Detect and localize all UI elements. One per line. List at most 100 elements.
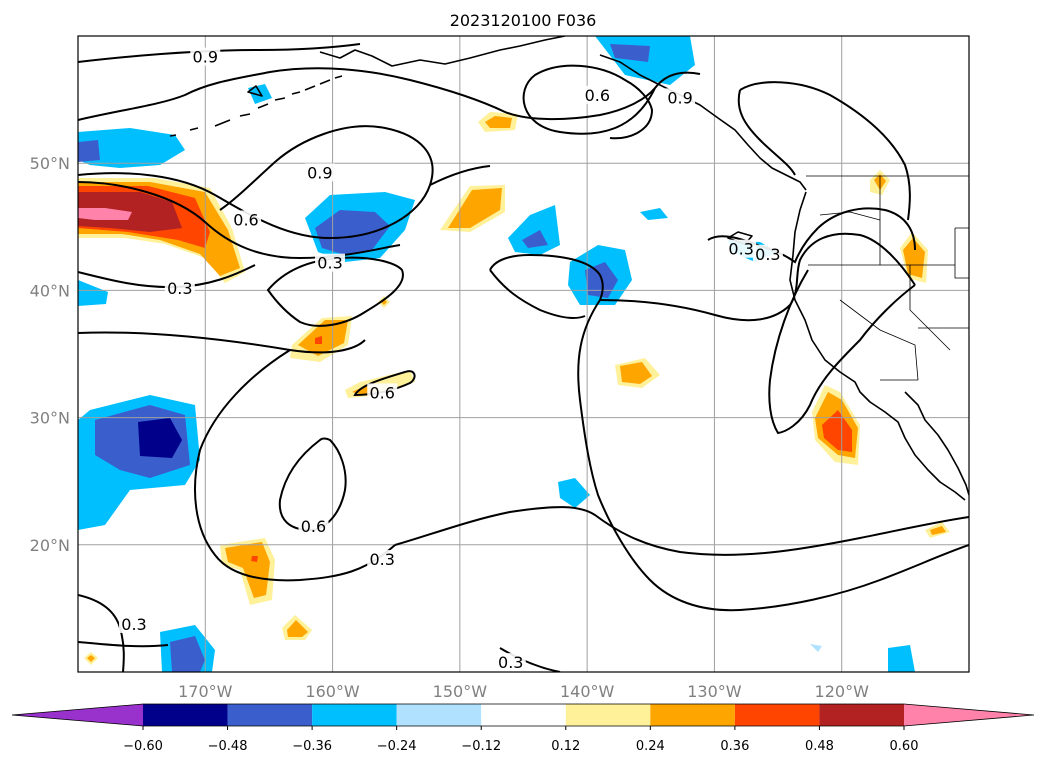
contour-line <box>278 437 347 532</box>
map-gridlines <box>78 36 969 672</box>
border-line <box>954 227 969 279</box>
anomaly-area <box>87 655 95 662</box>
contour-label: 0.9 <box>665 88 696 107</box>
contour-label: 0.9 <box>190 47 221 67</box>
anomaly-area <box>78 140 100 162</box>
contour-line <box>577 299 969 612</box>
lon-tick-label: 160°W <box>305 682 360 701</box>
anomaly-area <box>610 44 650 62</box>
anomaly-area <box>287 620 308 637</box>
colorbar-extend-min <box>12 704 143 726</box>
border-line <box>819 211 881 221</box>
contour-label: 0.3 <box>164 279 195 298</box>
colorbar-segment <box>481 704 566 726</box>
anomaly-area <box>78 280 108 306</box>
colorbar-segment <box>143 704 228 726</box>
contour-lines <box>78 43 969 672</box>
contour-label-text: 0.9 <box>193 48 218 67</box>
lon-tick-label: 140°W <box>560 682 615 701</box>
contour-line <box>78 67 701 121</box>
contour-line <box>522 64 656 140</box>
contour-label: 0.3 <box>495 653 526 672</box>
contour-label: 0.6 <box>231 210 262 229</box>
contour-line <box>489 253 604 301</box>
colorbar-tick-label: 0.60 <box>890 739 919 754</box>
island-shape <box>247 85 263 97</box>
west-coast <box>789 191 966 501</box>
anomaly-area <box>903 238 925 278</box>
lat-tick-label: 30°N <box>30 409 70 428</box>
anomaly-area <box>78 128 185 168</box>
contour-label: 0.3 <box>119 614 150 634</box>
anomaly-area <box>888 645 915 672</box>
contour-label-text: 0.3 <box>498 653 523 672</box>
contour-label-text: 0.3 <box>728 240 753 259</box>
lon-tick-label: 120°W <box>815 682 870 701</box>
aleutian-islands <box>169 75 343 137</box>
contour-label-text: 0.3 <box>369 550 394 569</box>
anomaly-area <box>170 636 205 672</box>
anomaly-area <box>315 336 322 344</box>
anomaly-shading <box>78 36 950 672</box>
lon-tick-label: 130°W <box>687 682 742 701</box>
colorbar-tick-label: −0.12 <box>461 739 501 754</box>
contour-label-text: 0.3 <box>167 279 192 298</box>
contour-line <box>78 594 125 672</box>
colorbar-segment <box>734 704 820 726</box>
colorbar-segment <box>650 704 735 726</box>
anomaly-area <box>822 410 852 452</box>
colorbar-segment <box>565 704 651 726</box>
contour-label: 0.3 <box>367 550 398 569</box>
colorbar-tick-label: 0.24 <box>636 739 665 754</box>
anomaly-area <box>315 210 390 255</box>
anomaly-area <box>508 205 560 255</box>
contour-line <box>499 647 561 672</box>
lat-tick-label: 50°N <box>30 154 70 173</box>
contour-line <box>489 269 586 319</box>
contour-label: 0.3 <box>315 254 346 273</box>
contour-line <box>737 89 796 176</box>
colorbar-tick-label: 0.36 <box>720 739 749 754</box>
colorbar-segment <box>227 704 313 726</box>
lon-tick-label: 150°W <box>433 682 488 701</box>
contour-label: 0.9 <box>304 163 335 182</box>
colorbar: −0.60 −0.48 −0.36 −0.24 −0.12 0.12 0.24 0.36 0.4… <box>11 703 1035 754</box>
colorbar-tick-label: −0.48 <box>208 739 248 754</box>
anomaly-area <box>138 418 182 458</box>
contour-label-text: 0.3 <box>121 615 146 634</box>
map-frame <box>77 35 970 673</box>
colorbar-segment <box>819 704 904 726</box>
contour-label: 0.3 <box>752 244 783 264</box>
colorbar-segment <box>396 704 482 726</box>
anomaly-area <box>485 116 512 128</box>
contour-line <box>817 207 916 251</box>
colorbar-tick-label: 0.12 <box>551 739 580 754</box>
lon-tick-label: 170°W <box>178 682 233 701</box>
contour-label-text: 0.6 <box>301 517 326 536</box>
contour-label-text: 0.3 <box>317 254 342 273</box>
anomaly-area <box>930 526 946 535</box>
contour-line <box>78 125 434 240</box>
anomaly-area <box>558 478 590 508</box>
colorbar-segment <box>312 704 397 726</box>
colorbar-tick-label: −0.24 <box>377 739 417 754</box>
contour-line <box>78 641 169 648</box>
anomaly-area <box>78 208 132 220</box>
anomaly-area <box>251 556 258 562</box>
anomaly-area <box>225 542 270 598</box>
figure-title: 2023120100 F036 <box>450 11 597 30</box>
contour-line <box>78 43 361 63</box>
alaska-coast <box>319 36 566 67</box>
border-line <box>839 299 919 381</box>
border-line <box>909 265 951 351</box>
colorbar-tick-label: −0.36 <box>292 739 332 754</box>
baja-coast <box>904 391 969 496</box>
contour-label: 0.6 <box>298 516 329 536</box>
contour-line <box>429 165 491 186</box>
lat-tick-label: 40°N <box>30 281 70 300</box>
anomaly-area <box>522 230 548 248</box>
state-borders <box>806 175 969 381</box>
lat-tick-label: 20°N <box>30 536 70 555</box>
contour-label-text: 0.6 <box>585 86 610 105</box>
